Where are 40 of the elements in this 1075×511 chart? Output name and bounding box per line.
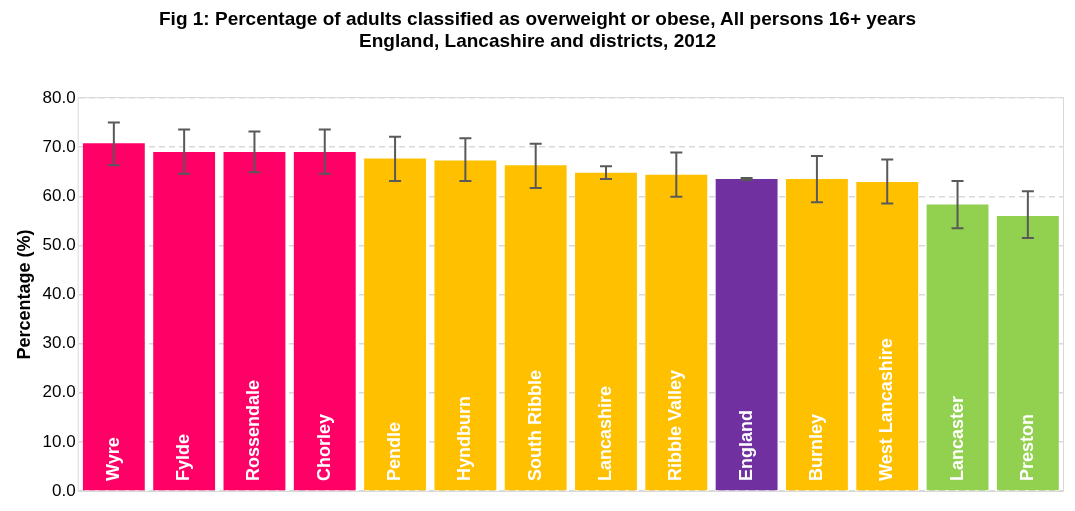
x-tick-label: Lancaster [946, 395, 967, 481]
x-tick-label: Ribble Valley [665, 369, 686, 481]
bar [293, 152, 356, 491]
bar [223, 152, 286, 491]
x-tick-label: Preston [1016, 413, 1037, 481]
bar [153, 152, 216, 491]
x-tick-label: Hyndburn [454, 396, 475, 481]
x-tick-label: Fylde [173, 433, 194, 481]
x-tick-label: Chorley [313, 413, 334, 481]
x-tick-label: South Ribble [524, 370, 545, 481]
x-tick-label: Burnley [805, 413, 826, 481]
x-tick-label: West Lancashire [876, 338, 897, 481]
y-axis-title: Percentage (%) [13, 229, 34, 360]
bar [785, 179, 848, 491]
x-tick-label: Rossendale [243, 379, 264, 481]
y-tick-label: 60.0 [42, 185, 76, 205]
bar [926, 204, 989, 491]
bar [504, 165, 567, 491]
bar [856, 182, 919, 491]
y-tick-label: 20.0 [42, 382, 76, 402]
y-tick-label: 50.0 [42, 235, 76, 255]
y-tick-label: 40.0 [42, 284, 76, 304]
bar [715, 179, 778, 491]
y-tick-label: 0.0 [52, 480, 76, 500]
y-tick-label: 80.0 [42, 87, 76, 107]
y-tick-label: 70.0 [42, 136, 76, 156]
bar [364, 158, 427, 491]
bar [996, 215, 1059, 491]
bar [645, 174, 708, 491]
bar [82, 143, 145, 491]
x-tick-label: Lancashire [594, 385, 615, 481]
chart-title: Fig 1: Percentage of adults classified as overweight or obese, All persons 16+ years [158, 8, 917, 30]
bar [575, 172, 637, 491]
x-tick-label: Wyre [102, 437, 123, 481]
bar [434, 160, 497, 491]
x-tick-label: Pendle [384, 421, 405, 481]
y-tick-label: 10.0 [42, 431, 76, 451]
x-tick-label: England [735, 410, 756, 481]
y-tick-label: 30.0 [42, 333, 76, 353]
chart-subtitle: England, Lancashire and districts, 2012 [358, 30, 717, 52]
